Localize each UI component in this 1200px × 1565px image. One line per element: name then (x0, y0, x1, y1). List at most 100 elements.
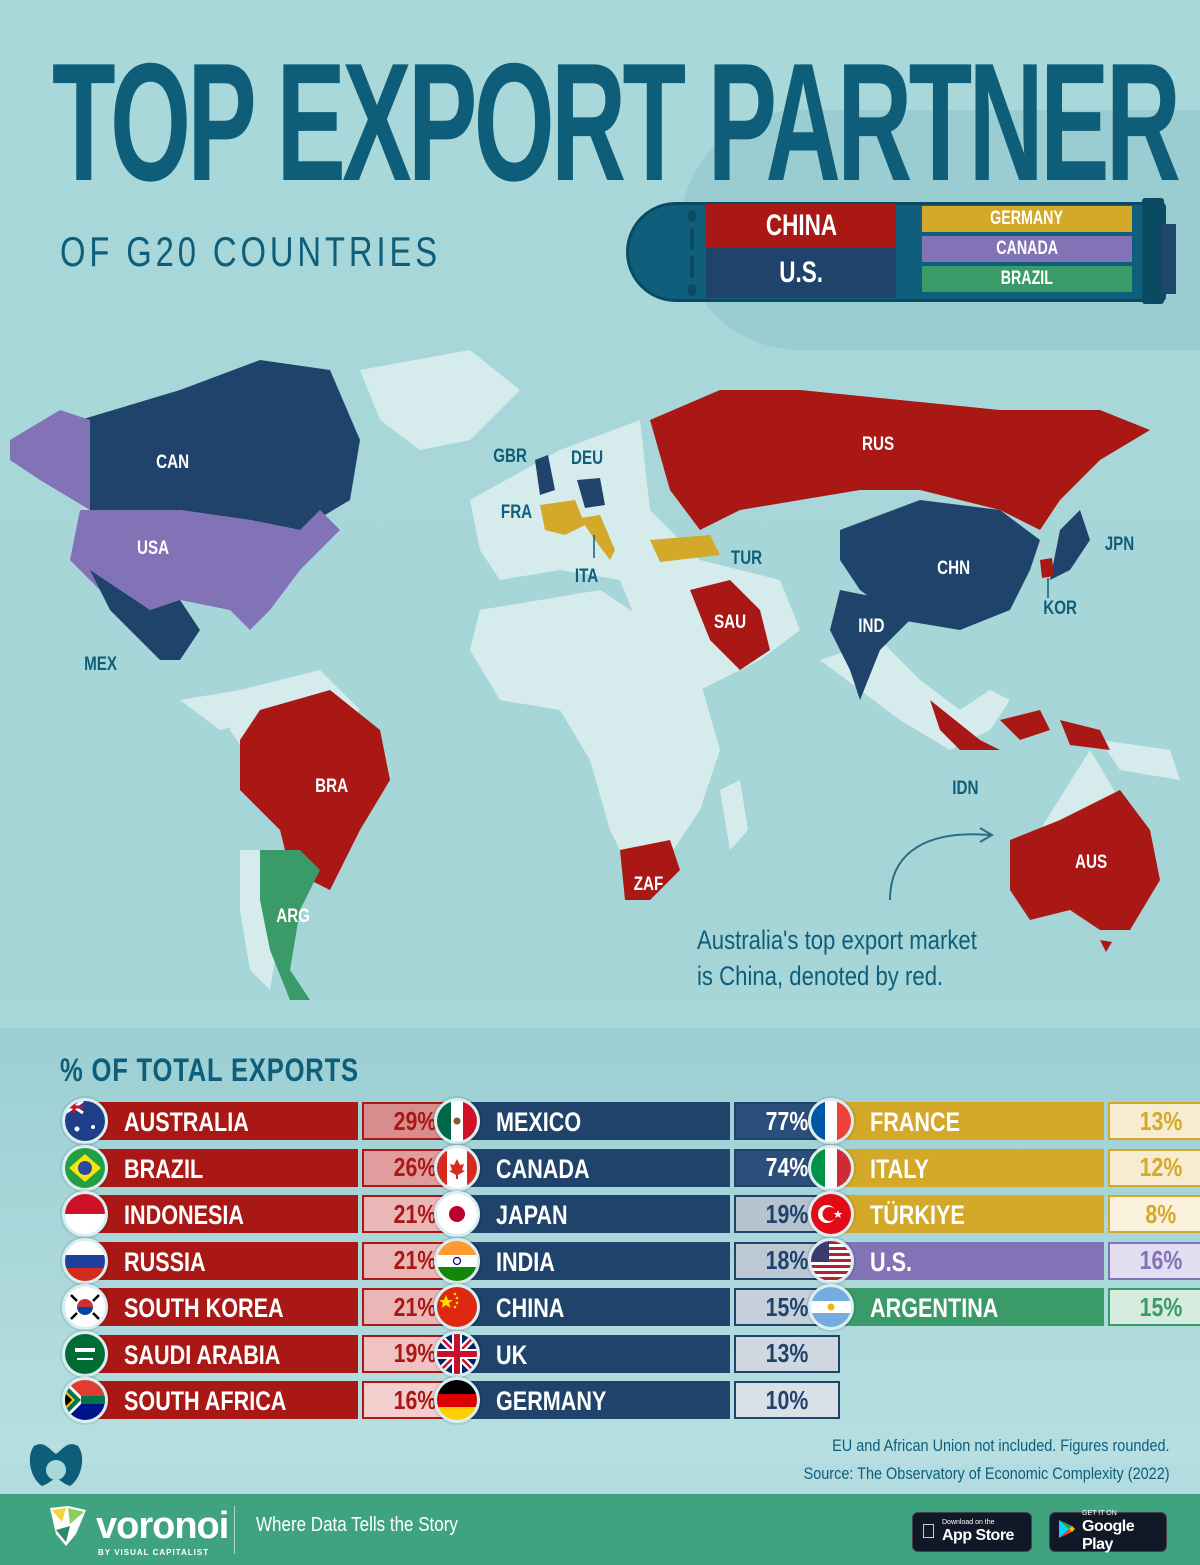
percentage: 8% (1108, 1195, 1200, 1233)
country-name: JAPAN (496, 1200, 568, 1230)
country-name: MEXICO (496, 1107, 582, 1137)
country-name: SAUDI ARABIA (124, 1339, 281, 1370)
tagline: Where Data Tells the Story (256, 1514, 458, 1536)
country-name: TÜRKIYE (870, 1200, 965, 1230)
bar (460, 1381, 730, 1419)
country-name: ITALY (870, 1153, 929, 1184)
bar (460, 1241, 730, 1280)
voronoi-brand[interactable]: voronoi BY VISUAL CAPITALIST (46, 1504, 229, 1557)
flag-turkiye-icon (808, 1191, 854, 1237)
map-label-bra: BRA (315, 776, 349, 797)
country-name: ARGENTINA (870, 1293, 999, 1323)
visual-capitalist-logo-icon (26, 1440, 86, 1490)
app-store-label: App Store (927, 1527, 1014, 1544)
legend-item-brazil: BRAZIL (922, 266, 1132, 292)
flag-china-icon (434, 1284, 480, 1330)
map-label-idn: IDN (952, 778, 979, 799)
country-name: INDIA (496, 1246, 555, 1277)
map-label-can: CAN (156, 452, 190, 473)
country-name: INDONESIA (124, 1200, 245, 1230)
map-label-sau: SAU (714, 612, 747, 633)
bar (88, 1102, 358, 1140)
flag-italy-icon (808, 1144, 854, 1191)
country-name: AUSTRALIA (124, 1107, 249, 1137)
bar (88, 1334, 358, 1373)
flag-uk-icon (434, 1330, 480, 1377)
flag-japan-icon (434, 1191, 480, 1237)
app-store-small-label: Download on the (927, 1519, 995, 1526)
google-play-label: Google Play (1082, 1518, 1135, 1553)
percentage: 13% (734, 1334, 840, 1373)
bar (834, 1288, 1104, 1326)
map-label-zaf: ZAF (633, 874, 664, 895)
legend-capsule-cap (1142, 198, 1164, 304)
brand-subtitle: BY VISUAL CAPITALIST (98, 1548, 210, 1557)
annotation-line-1: Australia's top export market (697, 925, 977, 955)
bar (88, 1148, 358, 1187)
world-map: CAN USA MEX BRA ARG GBR DEU FRA ITA TUR … (0, 330, 1200, 1030)
section-title: % OF TOTAL EXPORTS (60, 1052, 359, 1088)
world-map-graphic (10, 350, 1180, 1000)
country-name: CHINA (496, 1293, 565, 1323)
map-label-fra: FRA (500, 502, 533, 523)
bar (460, 1102, 730, 1140)
map-label-kor: KOR (1043, 598, 1078, 619)
flag-indonesia-icon (62, 1191, 108, 1237)
flag-france-icon (808, 1098, 854, 1144)
annotation-line-2: is China, denoted by red. (697, 961, 944, 991)
flag-mexico-icon (434, 1098, 480, 1144)
country-name: CANADA (496, 1153, 590, 1184)
flag-argentina-icon (808, 1284, 854, 1330)
legend-item-canada: CANADA (922, 236, 1132, 262)
map-label-aus: AUS (1075, 852, 1108, 873)
legend: CHINA U.S. GERMANY CANADA BRAZIL (626, 198, 1178, 304)
bar (88, 1195, 358, 1233)
bar (460, 1195, 730, 1233)
map-label-mex: MEX (84, 654, 118, 675)
map-label-rus: RUS (862, 434, 895, 455)
map-label-ind: IND (858, 616, 885, 637)
bar (834, 1148, 1104, 1187)
flag-russia-icon (62, 1237, 108, 1284)
flag-germany-icon (434, 1377, 480, 1423)
apple-icon:  (921, 1521, 936, 1544)
bar (834, 1241, 1104, 1280)
legend-item-china: CHINA (706, 204, 896, 248)
divider (234, 1506, 235, 1554)
flag-us-icon (808, 1237, 854, 1284)
footnote-source: Source: The Observatory of Economic Comp… (804, 1464, 1170, 1483)
bar (88, 1381, 358, 1419)
brand-name: voronoi (96, 1504, 229, 1547)
google-play-small-label: GET IT ON (1082, 1510, 1117, 1517)
google-play-button[interactable]: GET IT ON Google Play (1049, 1510, 1167, 1553)
page-subtitle: OF G20 COUNTRIES (60, 228, 441, 275)
app-store-button[interactable]:  Download on the App Store (912, 1512, 1032, 1552)
bar (460, 1288, 730, 1326)
percentage: 16% (1108, 1241, 1200, 1280)
page-title: TOP EXPORT PARTNER (52, 28, 1181, 216)
country-name: GERMANY (496, 1386, 607, 1416)
country-name: FRANCE (870, 1107, 960, 1137)
country-name: BRAZIL (124, 1153, 204, 1184)
country-name: U.S. (870, 1246, 913, 1277)
rivet-icon (690, 228, 694, 250)
footnote-note: EU and African Union not included. Figur… (832, 1436, 1170, 1455)
map-label-usa: USA (137, 538, 170, 559)
bar (834, 1195, 1104, 1233)
country-name: RUSSIA (124, 1246, 206, 1277)
flag-india-icon (434, 1237, 480, 1284)
percentage: 10% (734, 1381, 840, 1419)
percentage: 12% (1108, 1148, 1200, 1187)
footer: voronoi BY VISUAL CAPITALIST Where Data … (0, 1494, 1200, 1565)
bar (834, 1102, 1104, 1140)
flag-saudi-arabia-icon (62, 1330, 108, 1377)
bar (88, 1288, 358, 1326)
map-label-ita: ITA (574, 566, 599, 587)
legend-item-germany: GERMANY (922, 206, 1132, 232)
map-label-chn: CHN (937, 558, 971, 579)
footnote: EU and African Union not included. Figur… (804, 1432, 1170, 1488)
country-name: SOUTH AFRICA (124, 1386, 287, 1416)
voronoi-logo-icon (50, 1506, 86, 1546)
flag-south-korea-icon (62, 1284, 108, 1330)
